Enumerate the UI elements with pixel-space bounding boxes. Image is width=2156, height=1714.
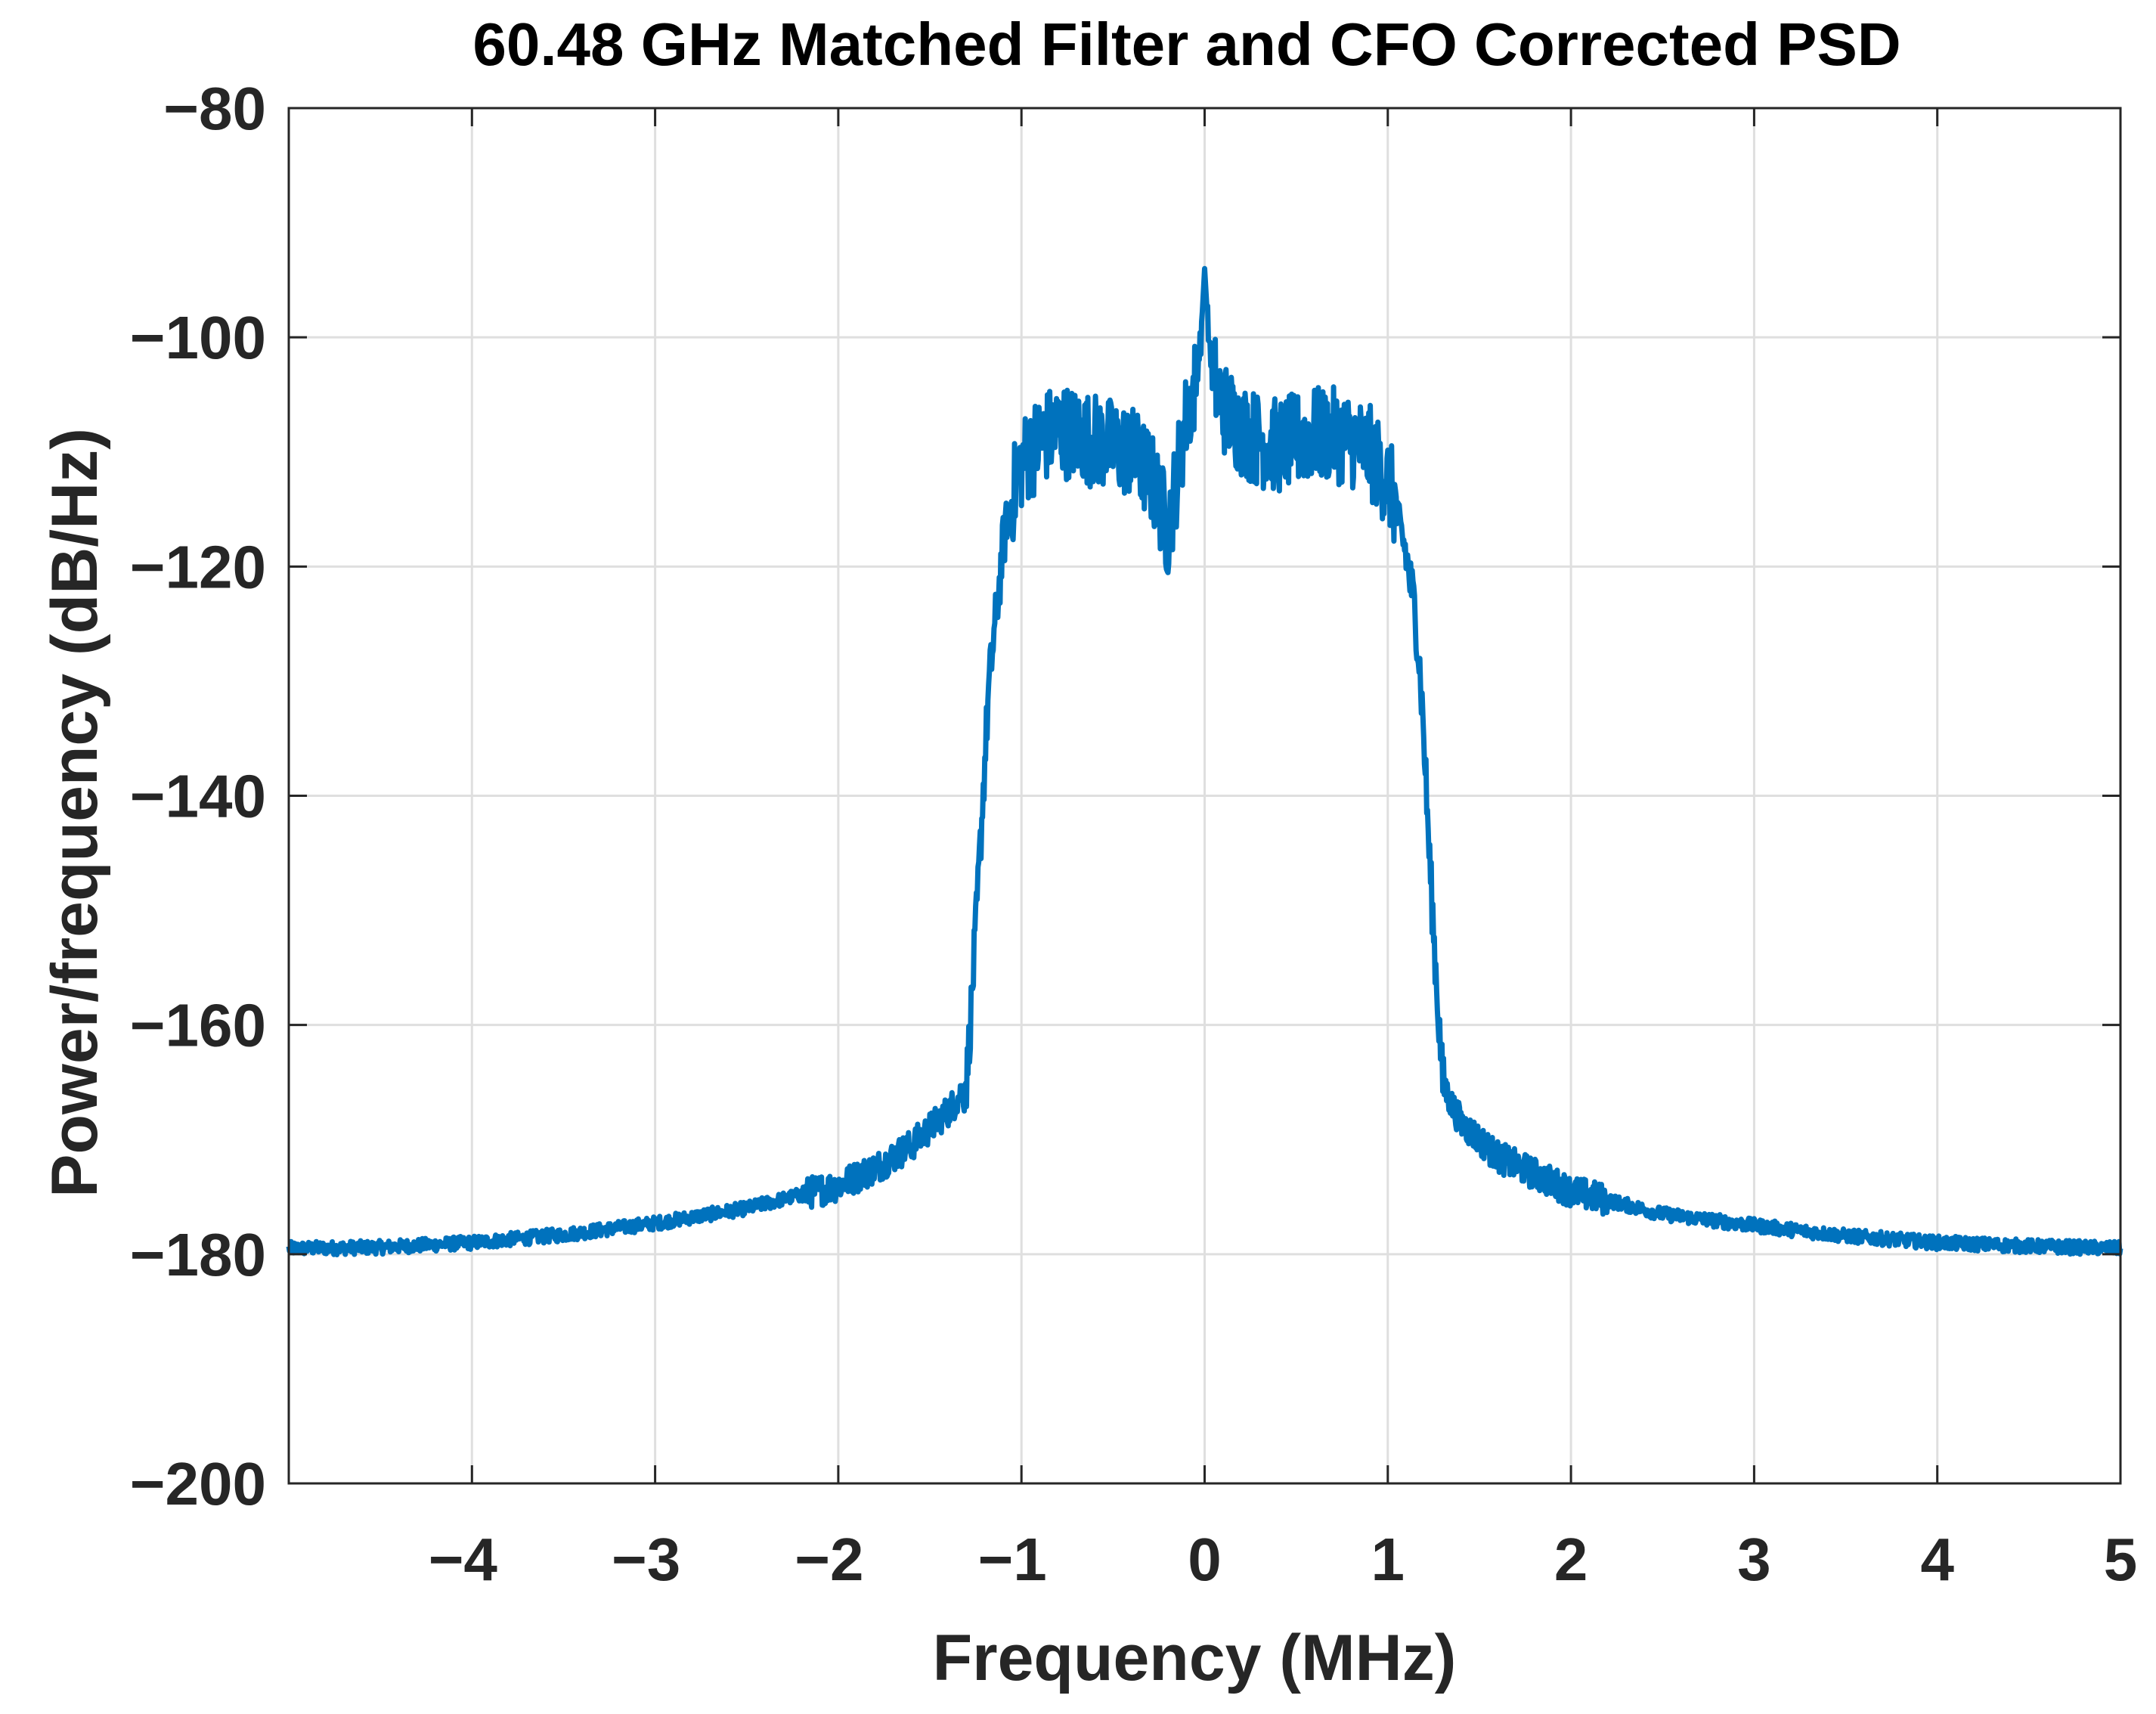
y-tick-label: −100	[130, 304, 266, 371]
y-axis-ticks: −200 −180 −160 −140 −120 −100 −80	[130, 75, 2120, 1517]
x-tick-label: −2	[795, 1526, 863, 1593]
x-axis-label: Frequency (MHz)	[933, 1622, 1457, 1694]
x-tick-label: −3	[612, 1526, 680, 1593]
x-tick-label: −4	[429, 1526, 498, 1593]
x-axis-ticks: −4 −3 −2 −1 0 1 2 3 4 5	[429, 108, 2138, 1593]
y-axis-label: Power/frequency (dB/Hz)	[39, 428, 111, 1198]
x-tick-label: 5	[2104, 1526, 2138, 1593]
y-tick-label: −140	[130, 763, 266, 830]
x-tick-label: 0	[1188, 1526, 1222, 1593]
y-tick-label: −180	[130, 1221, 266, 1288]
x-tick-label: −1	[978, 1526, 1047, 1593]
chart-title: 60.48 GHz Matched Filter and CFO Correct…	[472, 11, 1900, 78]
y-tick-label: −80	[163, 75, 266, 142]
psd-series-line	[286, 265, 2123, 1257]
x-tick-label: 1	[1371, 1526, 1405, 1593]
y-tick-label: −200	[130, 1450, 266, 1517]
x-tick-label: 4	[1920, 1526, 1954, 1593]
plot-area	[286, 265, 2123, 1257]
x-tick-label: 3	[1737, 1526, 1771, 1593]
x-tick-label: 2	[1554, 1526, 1588, 1593]
y-tick-label: −120	[130, 533, 266, 600]
y-tick-label: −160	[130, 992, 266, 1059]
